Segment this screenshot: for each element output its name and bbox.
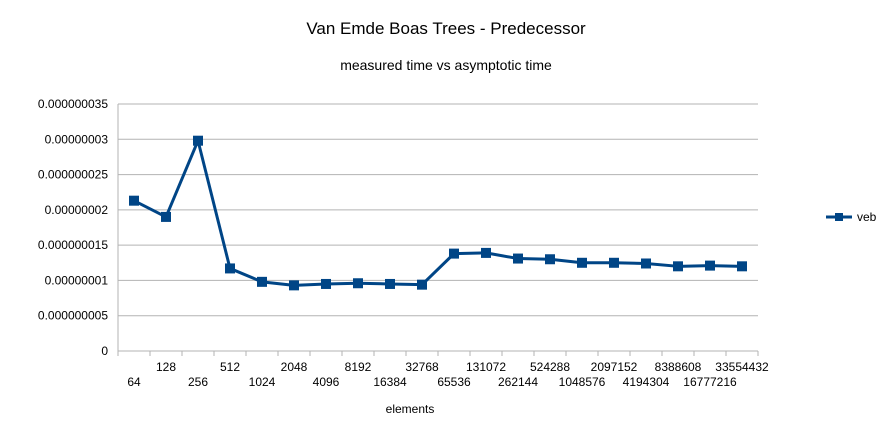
grid-lines bbox=[117, 103, 759, 356]
x-tick-label: 1024 bbox=[249, 375, 276, 389]
y-tick-label: 0 bbox=[101, 344, 108, 358]
x-tick-label: 128 bbox=[156, 360, 176, 374]
legend-label-veb: veb bbox=[857, 210, 877, 224]
x-tick-label: 4096 bbox=[313, 375, 340, 389]
x-tick-label: 2097152 bbox=[591, 360, 638, 374]
y-tick-label: 0.000000025 bbox=[38, 168, 108, 182]
x-tick-label: 256 bbox=[188, 375, 208, 389]
data-point-veb bbox=[385, 278, 395, 289]
x-tick-label: 16384 bbox=[373, 375, 407, 389]
x-tick-label: 131072 bbox=[466, 360, 506, 374]
data-point-veb bbox=[481, 247, 491, 258]
data-point-veb bbox=[417, 279, 427, 290]
data-point-veb bbox=[321, 278, 331, 289]
data-point-veb bbox=[577, 257, 587, 268]
data-point-veb bbox=[673, 261, 683, 272]
y-tick-label: 0.000000035 bbox=[38, 97, 108, 111]
x-tick-label: 33554432 bbox=[715, 360, 769, 374]
series-line-veb bbox=[133, 139, 743, 287]
data-point-veb bbox=[609, 257, 619, 268]
x-tick-label: 16777216 bbox=[683, 375, 737, 389]
x-tick-label: 524288 bbox=[530, 360, 570, 374]
y-tick-label: 0.000000005 bbox=[38, 309, 108, 323]
x-tick-label: 8192 bbox=[345, 360, 372, 374]
data-point-veb bbox=[161, 211, 171, 222]
series-veb bbox=[129, 135, 747, 291]
x-tick-label: 1048576 bbox=[559, 375, 606, 389]
chart-subtitle: measured time vs asymptotic time bbox=[340, 57, 552, 73]
x-tick-label: 32768 bbox=[405, 360, 439, 374]
data-point-veb bbox=[257, 276, 267, 287]
data-point-veb bbox=[225, 263, 235, 274]
chart-title: Van Emde Boas Trees - Predecessor bbox=[306, 19, 586, 38]
y-tick-label: 0.000000015 bbox=[38, 238, 108, 252]
data-point-veb bbox=[641, 258, 651, 269]
y-tick-label: 0.00000002 bbox=[45, 203, 109, 217]
x-axis-label: elements bbox=[386, 402, 435, 416]
x-tick-label: 512 bbox=[220, 360, 240, 374]
data-point-veb bbox=[129, 195, 139, 206]
data-point-veb bbox=[353, 278, 363, 289]
x-axis-tick-labels: 64 128 256 512 1024 2048 4096 81921638432768655… bbox=[127, 360, 769, 389]
y-tick-label: 0.00000001 bbox=[45, 273, 109, 287]
x-tick-label: 8388608 bbox=[655, 360, 702, 374]
data-point-veb bbox=[545, 254, 555, 265]
x-tick-label: 64 bbox=[127, 375, 141, 389]
y-tick-label: 0.00000003 bbox=[45, 132, 109, 146]
x-tick-label: 262144 bbox=[498, 375, 538, 389]
data-point-veb bbox=[289, 280, 299, 291]
data-point-veb bbox=[737, 261, 747, 272]
legend-marker-veb bbox=[835, 213, 843, 221]
data-point-veb bbox=[193, 135, 203, 146]
legend: veb bbox=[826, 210, 877, 224]
data-point-veb bbox=[513, 253, 523, 264]
x-tick-label: 2048 bbox=[281, 360, 308, 374]
data-point-veb bbox=[705, 260, 715, 271]
data-point-veb bbox=[449, 248, 459, 259]
x-tick-label: 65536 bbox=[437, 375, 471, 389]
x-tick-label: 4194304 bbox=[623, 375, 670, 389]
y-axis-tick-labels: 0 0.000000005 0.00000001 0.000000015 0.00000… bbox=[38, 97, 108, 358]
